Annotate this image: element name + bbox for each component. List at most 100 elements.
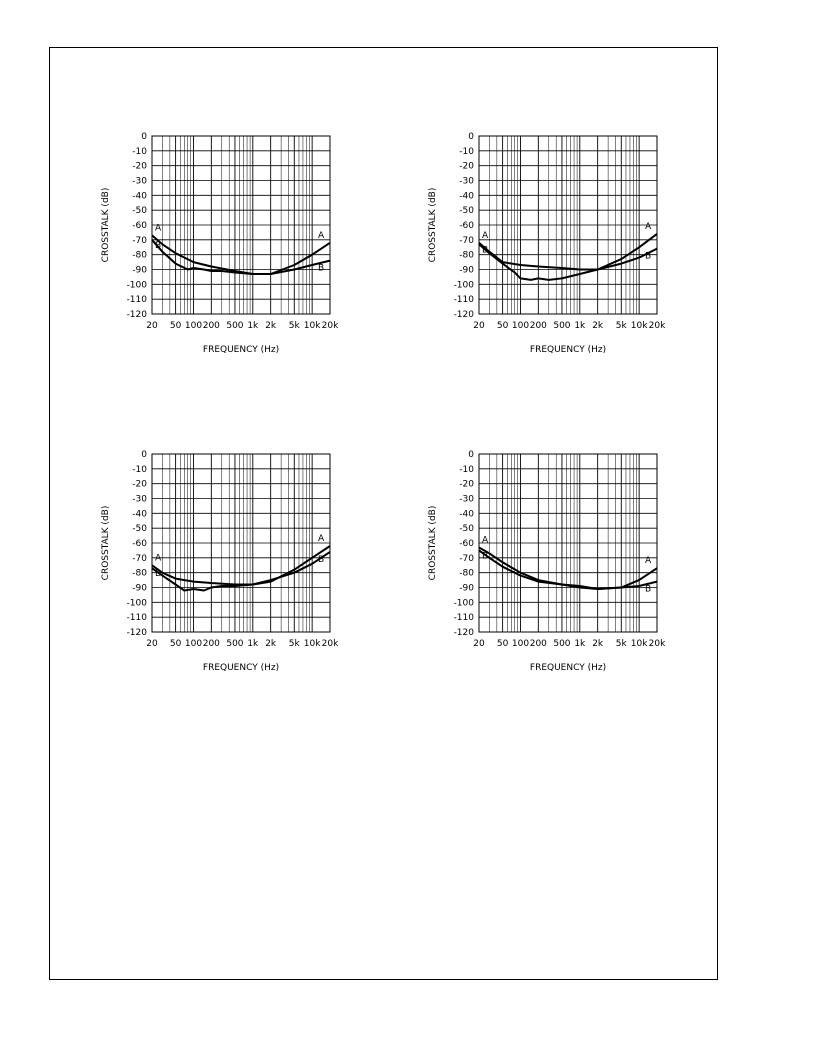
x-tick-label: 1k bbox=[574, 639, 586, 649]
x-tick-label: 50 bbox=[497, 321, 509, 331]
chart-svg: 0 -10 -20 -30 -40 -50 -60 -70 -80 -90 -100 -110 -120… bbox=[428, 132, 666, 355]
plot-frame bbox=[478, 453, 658, 633]
x-tick-label: 2k bbox=[265, 321, 277, 331]
crosstalk-chart-top-left: 0 -10 -20 -30 -40 -50 -60 -70 -80 -90 -100 -110 -120… bbox=[98, 128, 358, 378]
series-label-B: B bbox=[318, 555, 324, 565]
series-line-B bbox=[151, 239, 331, 275]
x-tick-label: 5k bbox=[289, 639, 301, 649]
y-tick-label: -20 bbox=[459, 162, 474, 172]
y-tick-label: -100 bbox=[454, 280, 475, 290]
y-tick-label: -80 bbox=[132, 251, 147, 261]
y-tick-label: -30 bbox=[132, 177, 147, 187]
page-frame bbox=[49, 47, 718, 980]
y-tick-label: -90 bbox=[459, 266, 474, 276]
series-label-A: A bbox=[482, 231, 489, 241]
x-tick-label: 2k bbox=[592, 321, 604, 331]
x-tick-label: 2k bbox=[265, 639, 277, 649]
x-tick-label: 10k bbox=[304, 639, 321, 649]
chart-svg: 0 -10 -20 -30 -40 -50 -60 -70 -80 -90 -100 -110 -120… bbox=[101, 132, 339, 355]
x-tick-label: 500 bbox=[553, 639, 570, 649]
series-label-B: B bbox=[155, 241, 161, 251]
x-tick-label: 20 bbox=[473, 321, 485, 331]
y-axis-label: CROSSTALK (dB) bbox=[101, 506, 111, 581]
y-axis-label: CROSSTALK (dB) bbox=[101, 188, 111, 263]
y-tick-label: 0 bbox=[468, 132, 474, 142]
x-tick-label: 20k bbox=[322, 639, 339, 649]
y-tick-label: -30 bbox=[459, 495, 474, 505]
x-axis-label: FREQUENCY (Hz) bbox=[203, 345, 279, 355]
y-tick-label: -60 bbox=[459, 539, 474, 549]
series-label-A: A bbox=[645, 222, 652, 232]
x-tick-label: 1k bbox=[574, 321, 586, 331]
x-tick-label: 500 bbox=[226, 639, 243, 649]
x-tick-label: 20k bbox=[322, 321, 339, 331]
x-axis-label: FREQUENCY (Hz) bbox=[530, 345, 606, 355]
y-tick-label: 0 bbox=[141, 450, 147, 460]
y-tick-label: -110 bbox=[454, 295, 475, 305]
x-axis-label: FREQUENCY (Hz) bbox=[203, 663, 279, 673]
x-tick-label: 5k bbox=[616, 639, 628, 649]
crosstalk-chart-bottom-left: 0 -10 -20 -30 -40 -50 -60 -70 -80 -90 -100 -110 -120… bbox=[98, 446, 358, 696]
x-tick-label: 5k bbox=[616, 321, 628, 331]
y-tick-label: -110 bbox=[454, 613, 475, 623]
series-label-A: A bbox=[155, 553, 162, 563]
x-tick-label: 100 bbox=[512, 639, 529, 649]
y-tick-label: -10 bbox=[132, 147, 147, 157]
series-line-B bbox=[151, 551, 331, 592]
x-tick-label: 200 bbox=[203, 321, 220, 331]
y-tick-label: -70 bbox=[132, 554, 147, 564]
y-tick-label: -30 bbox=[132, 495, 147, 505]
x-tick-label: 100 bbox=[185, 321, 202, 331]
y-tick-label: -120 bbox=[454, 310, 475, 320]
x-tick-label: 20 bbox=[146, 321, 158, 331]
y-tick-label: -50 bbox=[459, 206, 474, 216]
plot-frame bbox=[151, 135, 331, 315]
x-tick-label: 20k bbox=[649, 321, 666, 331]
series-label-A: A bbox=[645, 556, 652, 566]
y-tick-label: -40 bbox=[132, 509, 147, 519]
y-tick-label: -60 bbox=[459, 221, 474, 231]
y-tick-label: -110 bbox=[127, 613, 148, 623]
chart-svg: 0 -10 -20 -30 -40 -50 -60 -70 -80 -90 -100 -110 -120… bbox=[428, 450, 666, 673]
y-tick-label: -100 bbox=[454, 598, 475, 608]
y-tick-label: -70 bbox=[132, 236, 147, 246]
y-tick-label: -120 bbox=[127, 628, 148, 638]
x-tick-label: 20 bbox=[146, 639, 158, 649]
y-tick-label: -50 bbox=[132, 524, 147, 534]
crosstalk-chart-top-right: 0 -10 -20 -30 -40 -50 -60 -70 -80 -90 -100 -110 -120… bbox=[425, 128, 685, 378]
y-tick-label: -10 bbox=[459, 465, 474, 475]
series-label-A: A bbox=[318, 534, 325, 544]
x-tick-label: 200 bbox=[530, 639, 547, 649]
y-tick-label: -10 bbox=[132, 465, 147, 475]
y-tick-label: -90 bbox=[132, 266, 147, 276]
x-tick-label: 10k bbox=[631, 321, 648, 331]
series-line-A bbox=[151, 234, 331, 275]
series-label-B: B bbox=[318, 264, 324, 274]
x-tick-label: 10k bbox=[631, 639, 648, 649]
y-tick-label: -40 bbox=[132, 191, 147, 201]
x-tick-label: 1k bbox=[247, 321, 259, 331]
series-line-B bbox=[478, 549, 658, 590]
x-tick-label: 50 bbox=[497, 639, 509, 649]
series-label-B: B bbox=[645, 252, 651, 262]
y-tick-label: -120 bbox=[127, 310, 148, 320]
x-tick-label: 500 bbox=[553, 321, 570, 331]
series-label-A: A bbox=[318, 231, 325, 241]
series-label-A: A bbox=[155, 223, 162, 233]
series-label-B: B bbox=[482, 551, 488, 561]
x-tick-label: 100 bbox=[512, 321, 529, 331]
y-tick-label: -40 bbox=[459, 509, 474, 519]
y-tick-label: -80 bbox=[459, 569, 474, 579]
x-axis-label: FREQUENCY (Hz) bbox=[530, 663, 606, 673]
y-tick-label: 0 bbox=[141, 132, 147, 142]
y-tick-label: -70 bbox=[459, 554, 474, 564]
x-tick-label: 20k bbox=[649, 639, 666, 649]
series-label-B: B bbox=[645, 585, 651, 595]
y-tick-label: -40 bbox=[459, 191, 474, 201]
y-tick-label: -70 bbox=[459, 236, 474, 246]
x-tick-label: 1k bbox=[247, 639, 259, 649]
x-tick-label: 50 bbox=[170, 321, 182, 331]
y-tick-label: -20 bbox=[132, 480, 147, 490]
x-tick-label: 200 bbox=[530, 321, 547, 331]
y-tick-label: -20 bbox=[132, 162, 147, 172]
